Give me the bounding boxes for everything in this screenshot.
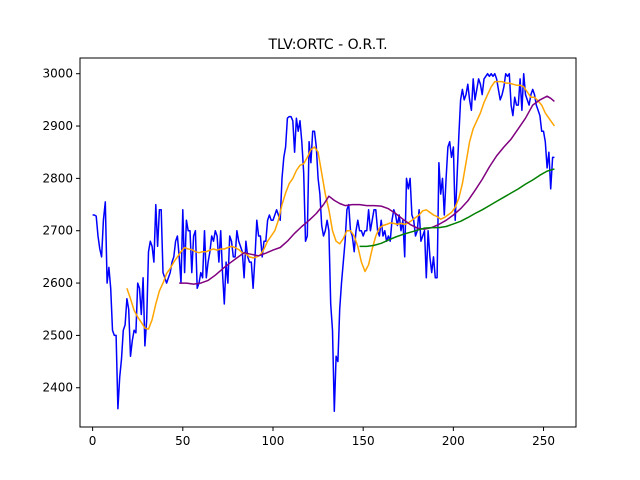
- x-tick-label: 0: [89, 434, 97, 448]
- y-tick-label: 2500: [42, 328, 73, 342]
- chart-title: TLV:ORTC - O.R.T.: [267, 37, 387, 53]
- y-tick-label: 2900: [42, 119, 73, 133]
- x-tick-label: 150: [352, 434, 375, 448]
- y-tick-label: 2700: [42, 224, 73, 238]
- y-tick-label: 3000: [42, 67, 73, 81]
- y-tick-label: 2600: [42, 276, 73, 290]
- series-line-2: [126, 80, 556, 330]
- x-tick-label: 250: [532, 434, 555, 448]
- y-tick-label: 2800: [42, 171, 73, 185]
- series-layer: [92, 72, 556, 413]
- axes-layer: 0 50 100 150 200 250 2400 2500 2600 2700 2800 2900 3…: [42, 67, 555, 448]
- plot-frame: [79, 57, 577, 428]
- x-tick-label: 200: [442, 434, 465, 448]
- series-line-1: [92, 72, 555, 413]
- x-tick-label: 50: [175, 434, 190, 448]
- x-tick-label: 100: [262, 434, 285, 448]
- y-tick-label: 2400: [42, 381, 73, 395]
- series-line-3: [179, 95, 555, 285]
- series-line-4: [359, 168, 555, 248]
